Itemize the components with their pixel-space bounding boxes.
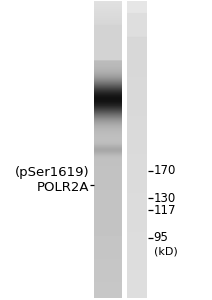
- Text: POLR2A: POLR2A: [36, 181, 89, 194]
- Text: 170: 170: [154, 164, 176, 178]
- Text: 130: 130: [154, 191, 176, 205]
- Text: 117: 117: [154, 203, 176, 217]
- Text: 95: 95: [154, 231, 169, 244]
- Text: (pSer1619): (pSer1619): [14, 166, 89, 179]
- Text: (kD): (kD): [154, 247, 177, 257]
